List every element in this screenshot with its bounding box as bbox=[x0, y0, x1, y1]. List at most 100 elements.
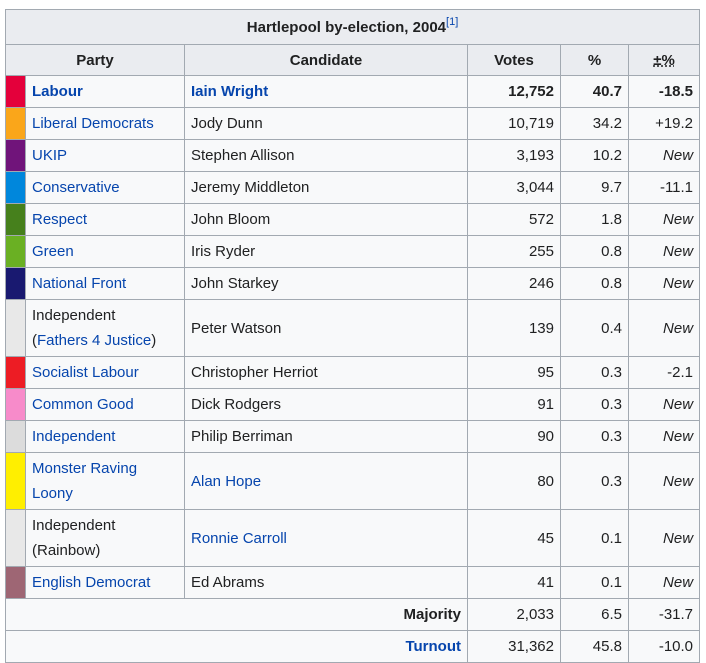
percent-cell: 0.3 bbox=[560, 452, 629, 510]
party-color-swatch bbox=[5, 235, 26, 268]
party-name[interactable]: Labour bbox=[32, 83, 83, 100]
percent-cell: 9.7 bbox=[560, 171, 629, 204]
majority-percent: 6.5 bbox=[560, 598, 629, 631]
change-cell: +19.2 bbox=[627, 107, 701, 140]
party-color-swatch bbox=[5, 299, 26, 357]
candidate-name: Christopher Herriot bbox=[191, 364, 318, 381]
percent-header: % bbox=[560, 44, 629, 76]
table-row: Respect John Bloom 572 1.8 New bbox=[5, 203, 701, 236]
change-cell: New bbox=[627, 299, 701, 357]
votes-cell: 95 bbox=[467, 356, 561, 389]
votes-cell: 91 bbox=[467, 388, 561, 421]
table-row: Independent (Rainbow) Ronnie Carroll 45 0.1… bbox=[5, 509, 701, 567]
change-header[interactable]: ±% bbox=[627, 44, 701, 76]
party-color-swatch bbox=[5, 356, 26, 389]
party-color-swatch bbox=[5, 107, 26, 140]
party-name[interactable]: Fathers 4 Justice bbox=[37, 332, 152, 349]
party-color-swatch bbox=[5, 267, 26, 300]
party-name[interactable]: Monster Raving Loony bbox=[32, 460, 138, 502]
candidate-name: John Starkey bbox=[191, 275, 279, 292]
caption-title: Hartlepool by-election, 2004 bbox=[246, 18, 447, 36]
party-name[interactable]: Liberal Democrats bbox=[32, 115, 154, 132]
party-name[interactable]: Green bbox=[32, 243, 74, 260]
party-color-swatch bbox=[5, 420, 26, 453]
reference-link[interactable]: [1] bbox=[446, 15, 459, 28]
candidate-name: Philip Berriman bbox=[191, 428, 293, 445]
party-name[interactable]: Independent bbox=[32, 428, 116, 445]
party-cell: Green bbox=[25, 235, 185, 268]
candidate-header: Candidate bbox=[184, 44, 468, 76]
percent-cell: 40.7 bbox=[560, 75, 629, 108]
party-name[interactable]: UKIP bbox=[32, 147, 68, 164]
candidate-name: Iris Ryder bbox=[191, 243, 256, 260]
party-name: Independent (Rainbow) bbox=[32, 517, 116, 559]
party-prefix: Independent bbox=[32, 307, 116, 324]
party-name[interactable]: Respect bbox=[32, 211, 88, 228]
party-name[interactable]: National Front bbox=[32, 275, 127, 292]
change-cell: -18.5 bbox=[627, 75, 701, 108]
candidate-name: John Bloom bbox=[191, 211, 271, 228]
table-row: Independent Philip Berriman 90 0.3 New bbox=[5, 420, 701, 453]
percent-cell: 0.3 bbox=[560, 388, 629, 421]
candidate-name[interactable]: Alan Hope bbox=[191, 472, 262, 490]
percent-cell: 0.8 bbox=[560, 267, 629, 300]
party-cell: Independent bbox=[25, 420, 185, 453]
candidate-cell: John Starkey bbox=[184, 267, 468, 300]
majority-label: Majority bbox=[5, 598, 468, 631]
party-cell: Liberal Democrats bbox=[25, 107, 185, 140]
change-cell: New bbox=[627, 420, 701, 453]
party-header: Party bbox=[5, 44, 185, 76]
candidate-name[interactable]: Ronnie Carroll bbox=[191, 529, 287, 547]
party-cell: Conservative bbox=[25, 171, 185, 204]
votes-cell: 12,752 bbox=[467, 75, 561, 108]
candidate-cell: Jeremy Middleton bbox=[184, 171, 468, 204]
party-cell: Monster Raving Loony bbox=[25, 452, 185, 510]
percent-cell: 0.1 bbox=[560, 509, 629, 567]
party-color-swatch bbox=[5, 75, 26, 108]
change-cell: New bbox=[627, 452, 701, 510]
table-row: UKIP Stephen Allison 3,193 10.2 New bbox=[5, 139, 701, 172]
table-row: National Front John Starkey 246 0.8 New bbox=[5, 267, 701, 300]
change-cell: New bbox=[627, 509, 701, 567]
party-cell: UKIP bbox=[25, 139, 185, 172]
party-color-swatch bbox=[5, 566, 26, 599]
percent-cell: 0.8 bbox=[560, 235, 629, 268]
party-name[interactable]: Conservative bbox=[32, 179, 120, 196]
candidate-name: Peter Watson bbox=[191, 319, 282, 337]
turnout-percent: 45.8 bbox=[560, 630, 629, 663]
party-color-swatch bbox=[5, 203, 26, 236]
candidate-cell: Stephen Allison bbox=[184, 139, 468, 172]
majority-row: Majority 2,033 6.5 -31.7 bbox=[5, 598, 701, 631]
votes-cell: 246 bbox=[467, 267, 561, 300]
party-color-swatch bbox=[5, 171, 26, 204]
table-row: Common Good Dick Rodgers 91 0.3 New bbox=[5, 388, 701, 421]
percent-cell: 0.4 bbox=[560, 299, 629, 357]
percent-cell: 0.3 bbox=[560, 356, 629, 389]
turnout-link[interactable]: Turnout bbox=[405, 638, 461, 655]
votes-header: Votes bbox=[467, 44, 561, 76]
percent-cell: 0.3 bbox=[560, 420, 629, 453]
party-name[interactable]: English Democrat bbox=[32, 574, 151, 591]
candidate-cell: Iain Wright bbox=[184, 75, 468, 108]
change-cell: -2.1 bbox=[627, 356, 701, 389]
percent-cell: 1.8 bbox=[560, 203, 629, 236]
party-cell: National Front bbox=[25, 267, 185, 300]
candidate-name: Ed Abrams bbox=[191, 574, 265, 591]
change-cell: New bbox=[627, 566, 701, 599]
party-cell: English Democrat bbox=[25, 566, 185, 599]
candidate-cell: Ed Abrams bbox=[184, 566, 468, 599]
percent-cell: 0.1 bbox=[560, 566, 629, 599]
candidate-cell: John Bloom bbox=[184, 203, 468, 236]
percent-cell: 34.2 bbox=[560, 107, 629, 140]
candidate-name[interactable]: Iain Wright bbox=[191, 83, 269, 100]
votes-cell: 255 bbox=[467, 235, 561, 268]
party-name[interactable]: Socialist Labour bbox=[32, 364, 139, 381]
party-cell: Labour bbox=[25, 75, 185, 108]
candidate-cell: Jody Dunn bbox=[184, 107, 468, 140]
table-row: Labour Iain Wright 12,752 40.7 -18.5 bbox=[5, 75, 701, 108]
party-name[interactable]: Common Good bbox=[32, 396, 134, 413]
election-results-table: Hartlepool by-election, 2004[1] Party Ca… bbox=[4, 9, 701, 663]
party-color-swatch bbox=[5, 452, 26, 510]
candidate-cell: Ronnie Carroll bbox=[184, 509, 468, 567]
party-color-swatch bbox=[5, 139, 26, 172]
